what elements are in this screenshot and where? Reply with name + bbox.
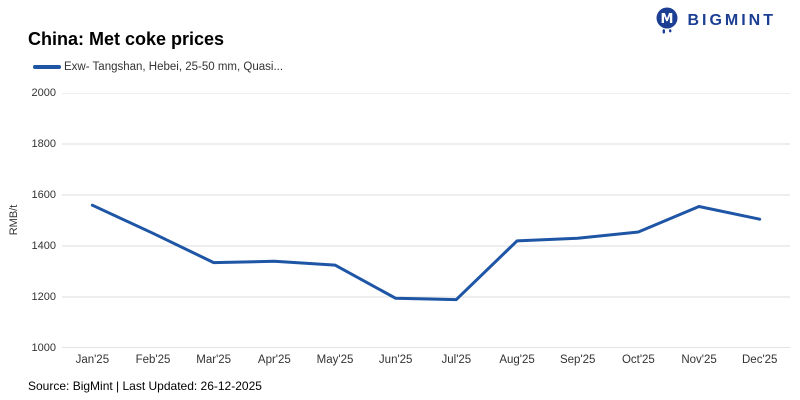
x-tick-label: Jul'25 [441,354,472,366]
bigmint-logo-text: BIGMINT [687,12,776,29]
y-axis-title: RMB/t [8,204,20,236]
x-tick-label: May'25 [316,354,354,366]
svg-text:M: M [661,12,674,27]
x-tick-label: Dec'25 [742,354,778,366]
chart-title: China: Met coke prices [28,29,225,49]
x-tick-label: Apr'25 [257,354,291,366]
y-tick-label: 1200 [31,290,56,303]
price-series-line [90,203,762,302]
y-tick-label: 2000 [31,86,56,99]
x-tick-label: Nov'25 [681,354,717,366]
x-tick-label: Oct'25 [621,354,655,366]
x-tick-label: Jan'25 [75,354,110,366]
y-tick-label: 1800 [31,137,56,150]
x-tick-label: Aug'25 [499,354,535,366]
bigmint-logo: M BIGMINT [654,7,776,35]
y-tick-label: 1000 [31,341,56,354]
x-tick-label: Mar'25 [196,354,232,366]
y-tick-label: 1600 [31,188,56,201]
source-note: Source: BigMint | Last Updated: 26-12-20… [28,379,262,393]
x-tick-label: Feb'25 [135,354,171,366]
y-tick-label: 1400 [31,239,56,252]
plot-area [62,93,790,348]
legend: Exw- Tangshan, Hebei, 25-50 mm, Quasi... [33,61,283,73]
legend-line-swatch [33,65,61,69]
x-tick-label: Jun'25 [378,354,413,366]
legend-label: Exw- Tangshan, Hebei, 25-50 mm, Quasi... [64,61,284,73]
x-tick-label: Sep'25 [559,354,596,366]
x-axis-tick-labels: Jan'25 Feb'25 Mar'25 Apr'25 May'25 Jun'25 Jul'… [62,354,790,366]
bigmint-logo-icon: M [656,7,678,34]
